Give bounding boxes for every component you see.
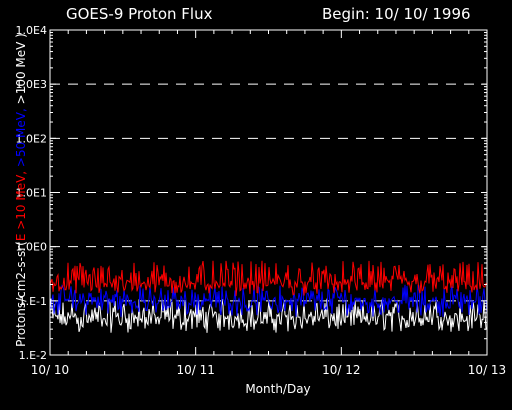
x-tick-label: 10/ 10	[31, 363, 69, 377]
y-axis-label-part: >100 MeV )	[14, 33, 28, 104]
series-line	[49, 284, 488, 317]
chart-title: GOES-9 Proton Flux	[66, 5, 213, 23]
y-tick-label: 1.0E3	[16, 78, 47, 91]
y-tick-label: 1.0E0	[16, 241, 47, 254]
gridlines	[50, 83, 487, 302]
y-axis-label-part: Protons/cm2-s-sr(	[14, 241, 28, 347]
x-axis-label: Month/Day	[245, 382, 310, 396]
y-tick-label: 1.0E1	[16, 187, 47, 200]
x-tick-label: 10/ 13	[468, 363, 506, 377]
x-axis-ticks: 10/ 10 10/ 11 10/ 12 10/ 13	[31, 30, 506, 377]
plot-frame	[49, 29, 488, 356]
y-tick-label: 1.0E4	[16, 24, 47, 37]
y-axis-ticks: 1.E-2 1.E-1 1.0E0 1.0E1 1.0E2 1.0E3 1.0E4	[16, 24, 487, 362]
x-tick-label: 10/ 11	[176, 363, 214, 377]
y-tick-label: 1.0E2	[16, 132, 47, 145]
y-axis-label: Protons/cm2-s-sr(E >10 MeV, >50 MeV, >10…	[14, 33, 28, 347]
chart-subtitle: Begin: 10/ 10/ 1996	[322, 5, 471, 23]
y-tick-label: 1.E-2	[19, 349, 47, 362]
x-tick-label: 10/ 12	[322, 363, 360, 377]
y-axis-label-part: E >10 MeV,	[14, 167, 28, 241]
y-axis-label-part: >50 MeV,	[14, 104, 28, 167]
y-tick-label: 1.E-1	[19, 295, 47, 308]
series-line	[49, 298, 488, 333]
series-line	[49, 260, 488, 297]
data-series	[49, 260, 488, 333]
